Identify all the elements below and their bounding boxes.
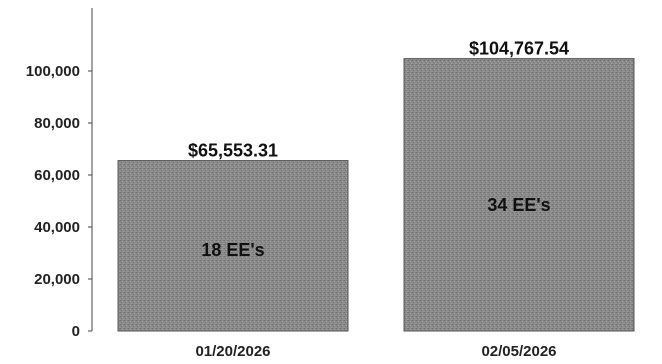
bar-value-label: $104,767.54 <box>469 39 569 59</box>
y-tick-label: 20,000 <box>34 271 80 288</box>
y-tick-label: 40,000 <box>34 219 80 236</box>
y-tick-label: 0 <box>72 323 80 340</box>
x-category-label: 01/20/2026 <box>195 343 270 360</box>
y-axis: 0 20,000 40,000 60,000 80,000 100,000 <box>26 63 92 340</box>
bars-group: $65,553.31 18 EE's $104,767.54 34 EE's <box>117 39 635 332</box>
y-tick-label: 100,000 <box>26 63 80 80</box>
x-axis: 01/20/2026 02/05/2026 <box>195 343 556 360</box>
y-tick-label: 80,000 <box>34 115 80 132</box>
bar-inner-label: 18 EE's <box>201 240 264 260</box>
bar-value-label: $65,553.31 <box>188 141 278 161</box>
bar-inner-label: 34 EE's <box>487 195 550 215</box>
bar <box>403 58 635 332</box>
bar <box>117 160 349 332</box>
y-tick-label: 60,000 <box>34 167 80 184</box>
x-category-label: 02/05/2026 <box>481 343 556 360</box>
